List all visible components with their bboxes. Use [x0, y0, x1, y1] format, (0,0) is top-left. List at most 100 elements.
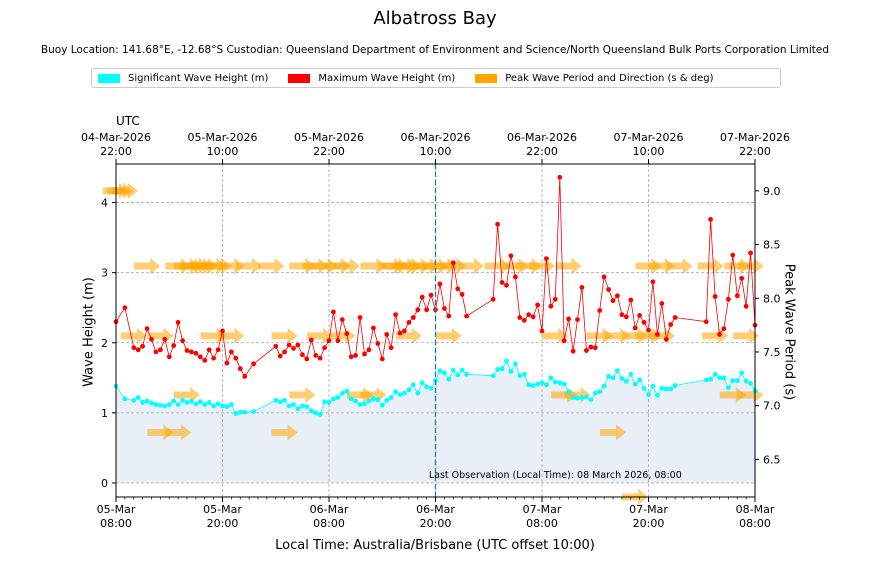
hmax-point	[619, 312, 625, 318]
hmax-point	[335, 338, 341, 344]
hmax-point	[131, 345, 137, 351]
hsig-point	[513, 361, 518, 367]
legend-swatch-period	[475, 73, 498, 83]
hmax-point	[615, 293, 620, 299]
hmax-point	[206, 347, 212, 353]
hsig-point	[535, 381, 540, 387]
hsig-point	[149, 400, 154, 406]
hsig-point	[158, 402, 163, 408]
hmax-point	[286, 342, 292, 348]
hsig-point	[189, 398, 194, 404]
hmax-point	[708, 217, 713, 222]
hsig-point	[428, 385, 434, 391]
bottom-tick-time: 20:00	[419, 517, 452, 530]
hsig-point	[539, 380, 545, 386]
hmax-point	[428, 292, 434, 298]
bottom-tick-date: 06-Mar	[309, 503, 349, 516]
top-tick-label: 05-Mar-2026 22:00	[279, 131, 379, 159]
right-tick-label: 7.0	[763, 400, 781, 413]
hmax-point	[490, 296, 496, 302]
hmax-point	[339, 317, 345, 322]
hsig-point	[379, 402, 385, 408]
hsig-point	[597, 389, 603, 395]
hsig-point	[464, 371, 469, 377]
hmax-point	[584, 348, 589, 353]
legend-label-hsig: Significant Wave Height (m)	[128, 72, 269, 84]
hmax-point	[601, 274, 607, 280]
hsig-point	[180, 397, 186, 403]
hsig-point	[233, 411, 239, 416]
hmax-point	[308, 337, 314, 343]
hsig-point	[450, 367, 456, 373]
top-tick-time: 22:00	[739, 145, 771, 158]
hmax-point	[326, 338, 332, 344]
hsig-point	[140, 400, 146, 405]
hmax-point	[122, 305, 128, 311]
hsig-point	[371, 396, 376, 402]
hmax-point	[144, 326, 150, 332]
hmax-point	[406, 320, 412, 325]
top-tick-time: 10:00	[632, 145, 665, 158]
hmax-point	[193, 350, 199, 356]
hmax-point	[162, 336, 168, 342]
right-tick-label: 8.0	[763, 292, 781, 305]
hmax-point	[224, 360, 230, 366]
hsig-point	[641, 385, 647, 391]
hsig-point	[171, 398, 177, 404]
hsig-point	[615, 368, 620, 374]
hmax-point	[166, 354, 172, 360]
hmax-point	[202, 357, 208, 363]
period-direction-arrow	[333, 258, 360, 274]
hmax-point	[659, 301, 665, 306]
hmax-point	[229, 349, 234, 355]
right-tick-label: 9.0	[763, 185, 781, 198]
hsig-point	[162, 403, 168, 409]
hmax-point	[371, 325, 376, 331]
hsig-point	[282, 397, 287, 403]
hsig-point	[521, 371, 527, 377]
chart-subtitle: Buoy Location: 141.68°E, -12.68°S Custod…	[40, 44, 830, 56]
left-tick-label: 0	[101, 477, 108, 490]
hsig-point	[402, 390, 407, 396]
hmax-point	[521, 317, 527, 323]
hmax-point	[251, 361, 256, 367]
period-direction-arrow	[737, 258, 764, 274]
hmax-point	[526, 312, 532, 318]
hmax-point	[721, 326, 727, 332]
bottom-tick-date: 06-Mar	[416, 503, 455, 516]
hsig-point	[544, 382, 549, 388]
left-tick-label: 3	[101, 267, 108, 280]
hmax-point	[424, 307, 429, 313]
hmax-point	[317, 355, 323, 361]
x-axis-label: Local Time: Australia/Brisbane (UTC offs…	[275, 538, 595, 553]
hmax-point	[588, 344, 594, 350]
hmax-point	[552, 296, 558, 302]
hsig-point	[655, 392, 660, 398]
hmax-point	[300, 352, 305, 358]
hsig-point	[197, 399, 203, 405]
left-tick-label: 1	[101, 407, 108, 420]
top-tick-date: 04-Mar-2026	[81, 131, 151, 144]
hmax-point	[561, 338, 567, 344]
chart-title: Albatross Bay	[373, 8, 497, 29]
top-tick-date: 06-Mar-2026	[507, 131, 577, 144]
period-direction-arrow	[529, 258, 555, 274]
hmax-point	[628, 297, 634, 303]
hmax-point	[548, 303, 554, 309]
hsig-point	[437, 368, 443, 374]
hsig-point	[224, 404, 230, 409]
top-tick-time: 10:00	[419, 145, 452, 158]
period-direction-arrow	[174, 387, 200, 403]
period-direction-arrow	[218, 258, 245, 274]
hmax-point	[348, 354, 354, 360]
period-direction-arrow	[604, 327, 631, 344]
hsig-point	[335, 395, 341, 400]
hsig-point	[206, 400, 212, 405]
hsig-point	[215, 401, 221, 407]
hsig-point	[375, 397, 381, 402]
hsig-point	[526, 382, 532, 388]
period-direction-arrow	[622, 327, 649, 344]
top-tick-label: 05-Mar-2026 10:00	[173, 131, 273, 159]
hmax-point	[646, 327, 651, 333]
hsig-point	[734, 378, 740, 383]
